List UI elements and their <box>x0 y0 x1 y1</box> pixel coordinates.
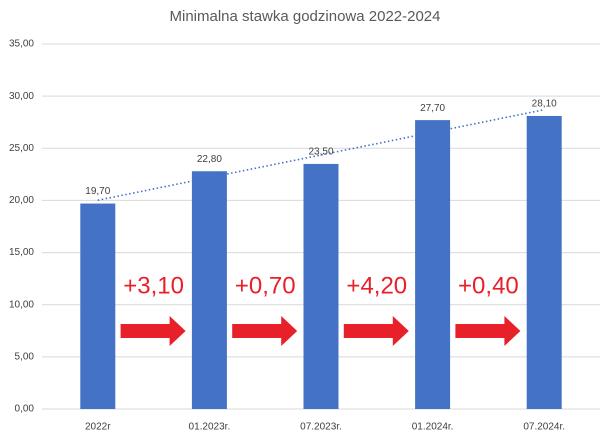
x-tick-label: 07.2024r. <box>523 422 565 433</box>
y-tick-label: 15,00 <box>9 247 34 258</box>
arrow <box>120 316 186 346</box>
x-tick-label: 01.2023r. <box>189 422 231 433</box>
annotation: +0,40 <box>458 272 519 299</box>
value-label: 27,70 <box>420 103 445 114</box>
x-tick-label: 01.2024r. <box>412 422 454 433</box>
y-tick-label: 25,00 <box>9 143 34 154</box>
bar <box>191 171 227 409</box>
chart-title: Minimalna stawka godzinowa 2022-2024 <box>170 8 441 25</box>
bar <box>80 203 116 409</box>
arrow <box>343 316 409 346</box>
annotation: +3,10 <box>123 272 184 299</box>
bar <box>526 115 562 409</box>
value-label: 19,70 <box>85 186 110 197</box>
x-tick-label: 07.2023r. <box>300 422 342 433</box>
y-tick-label: 0,00 <box>15 404 35 415</box>
bar <box>303 163 339 409</box>
annotation: +4,20 <box>346 272 407 299</box>
y-tick-label: 10,00 <box>9 299 34 310</box>
value-label: 22,80 <box>197 154 222 165</box>
y-tick-label: 30,00 <box>9 91 34 102</box>
bar <box>415 120 451 409</box>
value-label: 28,10 <box>532 99 557 110</box>
arrow <box>455 316 521 346</box>
y-tick-label: 20,00 <box>9 195 34 206</box>
y-tick-label: 35,00 <box>9 39 34 50</box>
y-tick-label: 5,00 <box>15 351 35 362</box>
value-label: 23,50 <box>308 147 333 158</box>
x-tick-label: 2022r <box>85 422 111 433</box>
arrow <box>232 316 298 346</box>
annotation: +0,70 <box>235 272 296 299</box>
